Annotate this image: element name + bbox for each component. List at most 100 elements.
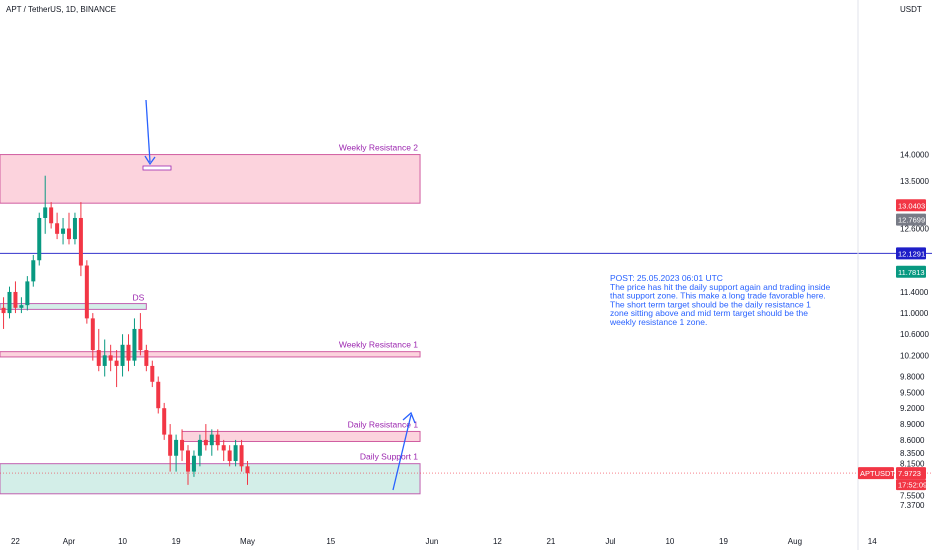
candle-body <box>96 350 101 366</box>
candle-body <box>37 217 42 261</box>
price-tick-label: 9.8000 <box>900 372 925 381</box>
zone-label: Daily Resistance 1 <box>348 419 419 429</box>
candle-body <box>43 207 48 218</box>
zones-layer: Weekly Resistance 2 Weekly Resistance 1 Da… <box>0 143 421 495</box>
annotation-line: The price has hit the daily support agai… <box>610 282 830 292</box>
price-label-text: 7.9723 <box>898 469 921 478</box>
annotation-line: zone sitting above and mid term target s… <box>610 308 808 318</box>
zone-ds <box>0 303 147 310</box>
date-tick-label: 22 <box>11 537 20 546</box>
symbol-tag <box>858 467 894 480</box>
symbol-tag-text: APTUSDT <box>860 469 895 478</box>
candle-body <box>7 291 12 314</box>
price-label-tag <box>896 265 926 278</box>
candle-body <box>150 365 155 382</box>
axes-layer: 14.0000 13.5000 12.6000 11.4000 11.0000 10.60… <box>11 0 929 550</box>
price-tick-label: 11.4000 <box>900 288 929 297</box>
candle-body <box>233 445 238 462</box>
candle-body <box>61 228 66 234</box>
price-tick-label: 10.2000 <box>900 351 929 360</box>
annotation-line: that support zone. This make a long trad… <box>610 291 826 301</box>
price-tick-label: 13.5000 <box>900 177 929 186</box>
date-tick-label: May <box>240 537 255 546</box>
horizontal-line-layer <box>0 252 932 474</box>
price-label-text: 13.0403 <box>898 201 925 210</box>
candle-body <box>114 360 119 366</box>
zone-label: Weekly Resistance 2 <box>339 143 418 153</box>
candle-body <box>25 281 30 306</box>
candle-body <box>13 291 18 308</box>
date-tick-label: 19 <box>172 537 181 546</box>
candle-body <box>132 328 137 361</box>
annotation-line: POST: 25.05.2023 06:01 UTC <box>610 273 723 283</box>
arrows-layer <box>142 99 416 491</box>
date-tick-label: 10 <box>118 537 127 546</box>
date-tick-label: 12 <box>493 537 502 546</box>
date-tick-label: 14 <box>868 537 877 546</box>
candle-body <box>78 217 83 266</box>
candle-body <box>162 408 167 435</box>
candle-body <box>197 439 202 456</box>
price-label-text: 12.7699 <box>898 216 925 225</box>
candle-body <box>126 344 131 361</box>
candle-body <box>239 445 244 467</box>
date-tick-label: 10 <box>665 537 674 546</box>
date-tick-label: Jun <box>425 537 438 546</box>
down-arrow-annotation <box>145 99 151 163</box>
price-label-text: 12.1291 <box>898 249 925 258</box>
date-tick-label: 15 <box>326 537 335 546</box>
candle-body <box>174 439 179 456</box>
price-label-tag <box>896 199 926 212</box>
candle-body <box>49 207 54 224</box>
price-tick-label: 10.6000 <box>900 330 929 339</box>
candle-body <box>138 328 143 351</box>
candle-body <box>227 450 232 462</box>
candle-body <box>215 434 220 446</box>
candle-body <box>90 318 95 351</box>
date-tick-label: 19 <box>719 537 728 546</box>
zone-weekly-resistance-2 <box>0 154 421 204</box>
price-tick-label: 8.6000 <box>900 436 925 445</box>
price-tick-label: 9.2000 <box>900 404 925 413</box>
candles-layer <box>1 175 250 485</box>
price-label-text: 11.7813 <box>898 268 925 277</box>
candle-body <box>19 305 24 308</box>
candle-body <box>203 439 208 446</box>
zone-label: Daily Support 1 <box>360 452 418 462</box>
candle-body <box>1 307 6 314</box>
candle-body <box>156 381 161 409</box>
zone-label: DS <box>133 293 145 303</box>
price-tick-label: 7.5500 <box>900 491 925 500</box>
price-tick-label: 8.9000 <box>900 420 925 429</box>
date-tick-label: Apr <box>63 537 76 546</box>
price-tick-label: 14.0000 <box>900 151 929 160</box>
price-label-tag <box>896 213 926 226</box>
chart-title: APT / TetherUS, 1D, BINANCE <box>6 5 116 14</box>
zone-label: Weekly Resistance 1 <box>339 340 418 350</box>
price-label-tag <box>896 467 926 480</box>
candle-body <box>191 455 196 472</box>
candle-body <box>245 466 250 474</box>
price-tick-label: 12.6000 <box>900 225 929 234</box>
zone-weekly-resistance-1 <box>0 351 421 358</box>
candle-body <box>84 265 89 319</box>
candle-body <box>31 260 36 282</box>
date-tick-label: Jul <box>605 537 615 546</box>
price-tick-label: 7.3700 <box>900 501 925 510</box>
up-arrow-head <box>402 411 416 424</box>
zone-daily-support-1 <box>0 463 421 495</box>
countdown-tag <box>896 479 926 491</box>
candle-body <box>102 355 107 366</box>
candle-body <box>209 434 214 446</box>
candle-body <box>144 350 149 366</box>
candle-body <box>108 355 113 361</box>
candle-body <box>221 445 226 451</box>
candle-body <box>67 228 71 240</box>
price-tick-label: 8.3500 <box>900 449 925 458</box>
up-arrow-annotation <box>392 414 412 491</box>
price-tick-label: 11.0000 <box>900 309 929 318</box>
price-tick-label: 8.1500 <box>900 460 925 469</box>
currency-label: USDT <box>900 5 922 14</box>
